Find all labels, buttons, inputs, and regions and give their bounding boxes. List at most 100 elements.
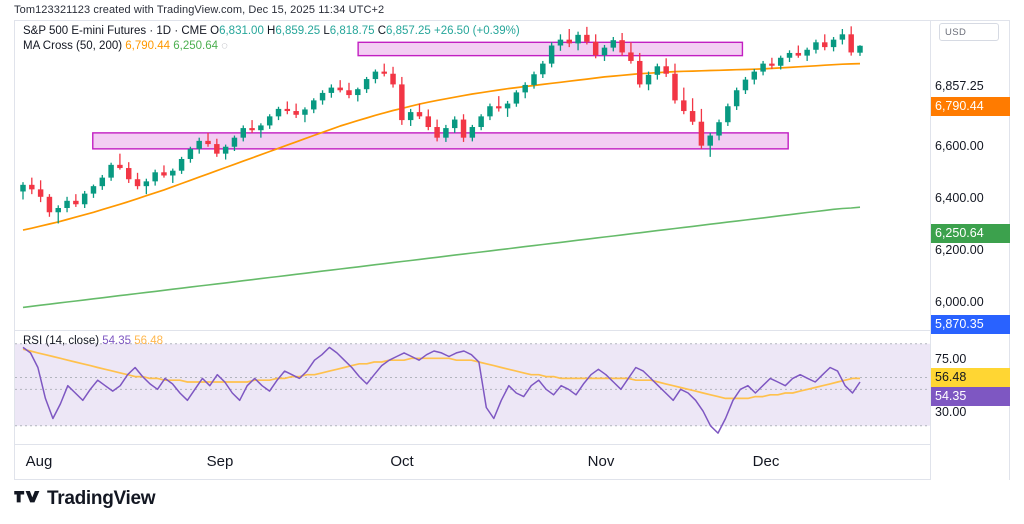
candle-body [698,121,705,146]
candle-body [143,181,150,187]
candle-body [381,71,387,74]
price-scale-badge[interactable]: 54.35 [931,387,1010,406]
candle-body [46,196,53,213]
tradingview-wordmark: TradingView [47,488,156,509]
time-axis-label: Sep [206,453,234,470]
candle-body [337,87,343,91]
candle-body [363,79,370,90]
time-axis-label: Dec [752,453,780,470]
price-scale-tick: 6,000.00 [935,295,984,309]
price-scale-badge[interactable]: 5,870.35 [931,315,1010,334]
candle-body [425,116,432,128]
candle-body [733,90,740,107]
candle-body [548,45,555,64]
candle-body [513,92,520,104]
candle-body [108,164,114,178]
rsi-band [15,343,930,426]
rsi-pane[interactable]: RSI (14, close) 54.35 56.48 [15,331,930,444]
candle-body [663,66,669,74]
chart-frame: S&P 500 E-mini Futures · 1D · CME O6,831… [14,20,1010,480]
candle-body [302,109,308,115]
candle-body [725,106,731,123]
candle-body [152,172,158,182]
candle-body [777,57,784,66]
candle-body [99,177,106,187]
rsi-value: 54.35 [102,335,132,347]
candle-body [760,63,766,72]
candle-body [434,127,440,138]
candle-body [355,89,361,96]
tradingview-logo[interactable]: TradingView [14,488,156,510]
candle-body [214,144,220,154]
price-scale[interactable]: USD 6,857.25 6,600.00 6,400.00 6,200.00 6,00… [930,21,1010,480]
candle-body [161,172,167,176]
candle-body [496,106,502,109]
candle-body [205,140,211,145]
candle-body [716,122,722,136]
candle-body [240,128,246,138]
price-scale-tick: 6,200.00 [935,243,984,257]
price-scale-badge[interactable]: 56.48 [931,368,1010,387]
candle-body [689,111,696,122]
candle-body [839,34,846,40]
candle-body [178,158,185,171]
candle-body [29,184,35,190]
candle-body [822,42,828,48]
ma50-line [22,62,861,231]
support-zone [92,132,789,150]
attribution-text: Tom123321123 created with TradingView.co… [14,4,385,16]
candle-body [187,148,194,159]
candle-body [416,112,423,117]
candle-body [134,179,141,187]
candle-body [848,34,854,53]
candle-body [751,71,758,80]
candle-body [531,74,537,85]
candle-body [55,207,61,213]
candle-body [460,119,467,138]
price-pane[interactable]: S&P 500 E-mini Futures · 1D · CME O6,831… [15,21,930,330]
rsi-line [22,346,861,434]
candle-body [90,186,97,194]
candlestick-series [20,26,863,224]
candle-body [601,47,608,56]
candle-body [628,52,634,61]
candle-body [231,137,238,147]
price-scale-badge[interactable]: 6,250.64 [931,224,1010,243]
price-scale-tick: 6,400.00 [935,191,984,205]
price-scale-tick: 30.00 [935,405,967,419]
price-scale-tick: 6,857.25 [935,79,984,93]
candle-body [469,127,476,138]
price-scale-tick: 6,600.00 [935,139,984,153]
candle-body [170,170,176,176]
candle-body [654,66,661,75]
time-axis-label: Nov [587,453,615,470]
rsi-legend: RSI (14, close) 54.35 56.48 [23,335,163,347]
candle-body [707,135,713,146]
candle-body [813,42,819,50]
currency-badge[interactable]: USD [939,23,999,41]
tradingview-mark-icon [14,490,40,502]
ma200-line [22,206,861,309]
candle-body [540,63,546,75]
candle-body [742,79,749,91]
candle-body [637,60,643,85]
candle-body [20,184,26,192]
candle-body [443,128,449,138]
price-scale-badge[interactable]: 6,790.44 [931,97,1010,116]
time-axis[interactable]: Aug Sep Oct Nov Dec [15,444,930,480]
price-scale-tick: 75.00 [935,352,967,366]
candle-body [399,84,405,121]
candle-body [681,100,687,112]
time-axis-label: Oct [390,453,414,470]
candle-body [37,189,44,197]
candle-body [328,87,335,93]
rsi-title[interactable]: RSI (14, close) [23,335,100,347]
rsi-plot [15,343,930,434]
candle-body [522,84,528,93]
candle-body [504,103,511,109]
candle-body [566,39,572,44]
candle-body [619,40,625,53]
candle-body [407,112,414,121]
candle-body [672,73,678,101]
